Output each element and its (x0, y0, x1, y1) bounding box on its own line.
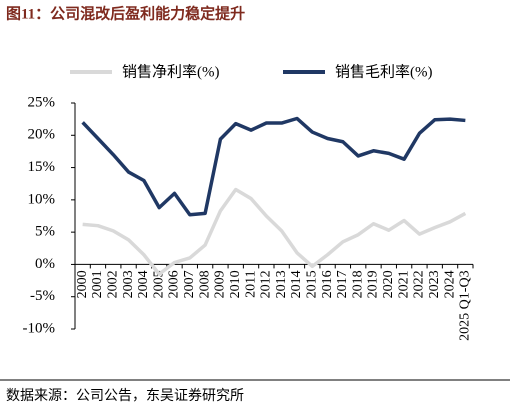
x-tick-label: 2007 (182, 270, 197, 298)
x-tick-label: 2010 (228, 270, 243, 298)
series-line (82, 187, 467, 276)
x-tick-label: 2021 (396, 270, 411, 298)
y-tick-label: 10% (28, 191, 56, 207)
legend-label: 销售净利率(%) (122, 63, 220, 80)
x-tick-label: 2018 (350, 270, 365, 298)
x-tick-label: 2003 (121, 270, 136, 298)
y-tick-label: 15% (28, 159, 56, 175)
x-tick-label: 2005 (151, 270, 166, 298)
x-tick-label: 2012 (259, 270, 274, 298)
x-tick-label: 2001 (90, 270, 105, 298)
x-tick-label: 2022 (412, 270, 427, 298)
y-tick-label: 20% (28, 127, 56, 143)
chart-title: 图11：公司混改后盈利能力稳定提升 (6, 4, 245, 22)
x-tick-label: 2008 (197, 270, 212, 298)
x-tick-label: 2013 (274, 270, 289, 298)
legend-label: 销售毛利率(%) (335, 63, 433, 80)
x-tick-label: 2009 (213, 270, 228, 298)
y-tick-label: 5% (35, 224, 55, 240)
x-tick-label: 2004 (136, 270, 151, 298)
source-note: 数据来源：公司公告，东吴证券研究所 (6, 388, 244, 404)
y-tick-label: -5% (30, 288, 55, 304)
y-tick-label: -10% (23, 320, 56, 336)
series-line (81, 116, 466, 217)
x-tick-label: 2020 (381, 270, 396, 298)
x-tick-label: 2011 (243, 270, 258, 297)
x-tick-label: 2006 (167, 270, 182, 298)
x-tick-label: 2017 (335, 270, 350, 298)
x-tick-label: 2002 (105, 270, 120, 298)
x-tick-label: 2016 (320, 270, 335, 298)
y-tick-label: 0% (35, 256, 55, 272)
x-tick-label: 2019 (366, 270, 381, 298)
x-tick-label: 2015 (304, 270, 319, 298)
y-tick-label: 25% (28, 94, 56, 110)
x-tick-label: 2000 (75, 270, 90, 298)
x-tick-label: 2024 (442, 270, 457, 298)
x-tick-label: 2014 (289, 270, 304, 298)
x-tick-label: 2025 Q1-Q3 (458, 270, 473, 340)
x-tick-label: 2023 (427, 270, 442, 298)
